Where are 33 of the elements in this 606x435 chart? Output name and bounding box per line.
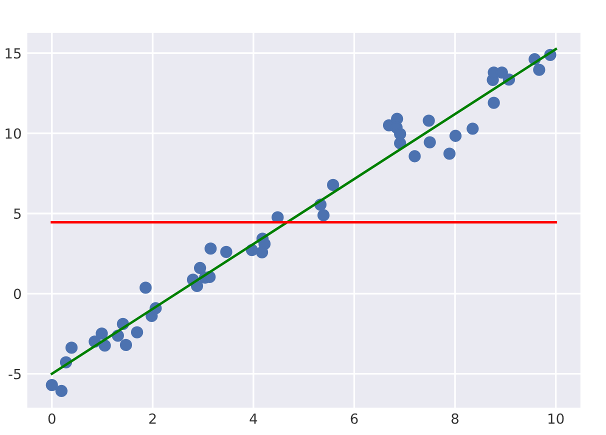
x-tick-label: 0 — [48, 413, 56, 424]
point — [443, 148, 456, 160]
point — [327, 178, 340, 192]
point — [130, 326, 144, 338]
y-tick-label: 10 — [6, 128, 21, 139]
point — [140, 282, 152, 294]
point — [408, 150, 421, 162]
point — [256, 246, 268, 258]
x-tick-label: 10 — [548, 413, 564, 424]
point — [466, 122, 479, 135]
point — [120, 338, 132, 352]
point — [488, 96, 500, 109]
point — [65, 342, 78, 354]
point — [422, 114, 435, 127]
point — [449, 130, 462, 142]
point — [533, 64, 546, 76]
point — [55, 384, 68, 398]
y-tick-label: -5 — [8, 368, 21, 380]
y-tick-label: 5 — [14, 208, 21, 219]
x-tick-label: 4 — [250, 414, 258, 424]
point — [194, 262, 206, 274]
point — [220, 246, 232, 258]
x-tick-label: 8 — [452, 413, 458, 424]
y-tick-label: 15 — [6, 48, 21, 59]
point — [96, 328, 108, 340]
point — [424, 136, 436, 148]
x-tick-label: 6 — [350, 413, 358, 424]
point — [46, 378, 58, 392]
point — [204, 242, 217, 255]
point — [317, 209, 330, 222]
x-tick-label: 2 — [149, 413, 156, 424]
point — [394, 137, 406, 150]
y-tick-label: 0 — [14, 288, 21, 300]
